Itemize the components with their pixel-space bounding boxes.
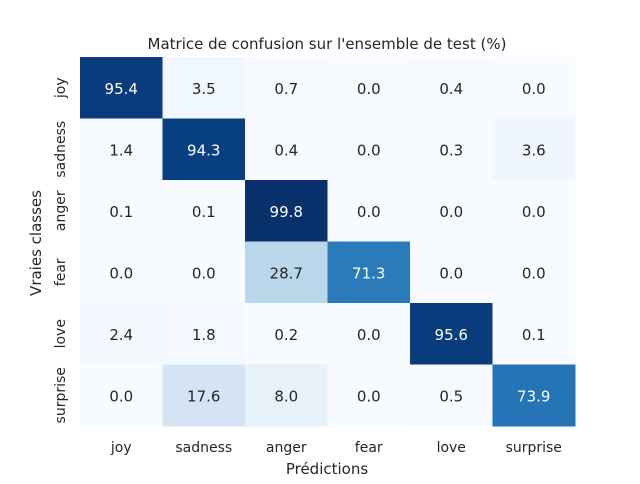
cell-value-label-4-5: 0.1 [522,326,546,344]
y-tick-labels: joy sadness anger fear love surprise [53,77,69,423]
cell-value-label-5-0: 0.0 [109,387,133,405]
heatmap-cell-5-1 [162,364,246,427]
cell-value-label-4-3: 0.0 [357,326,381,344]
heatmap-cell-2-1 [162,180,246,242]
heatmap-cell-2-5 [492,180,576,242]
cell-value-label-4-1: 1.8 [192,326,216,344]
x-tick-label-surprise: surprise [506,440,562,456]
cell-value-label-2-3: 0.0 [357,203,381,221]
heatmap-cell-5-3 [327,364,411,427]
cell-value-label-1-3: 0.0 [357,141,381,159]
heatmap-cell-1-1 [162,118,246,181]
x-tick-labels: joy sadness anger fear love surprise [110,440,562,456]
heatmap-cell-4-1 [162,303,246,365]
cell-value-label-5-2: 8.0 [274,387,298,405]
x-tick-label-joy: joy [110,440,132,456]
y-tick-label-joy: joy [53,77,69,99]
heatmap-cell-2-4 [410,180,493,242]
cell-value-label-0-1: 3.5 [192,80,216,98]
y-axis-label: Vraies classes [27,190,45,296]
cell-value-label-2-4: 0.0 [439,203,463,221]
heatmap-cell-3-5 [492,241,576,304]
heatmap-cell-3-1 [162,241,246,304]
heatmap-cell-0-4 [410,57,493,119]
cell-value-label-5-1: 17.6 [187,387,220,405]
heatmap-cell-3-4 [410,241,493,304]
y-tick-label-love: love [53,319,69,348]
heatmap-cell-4-2 [245,303,328,365]
cell-value-label-4-2: 0.2 [274,326,298,344]
cell-value-label-3-0: 0.0 [109,264,133,282]
cell-value-label-5-3: 0.0 [357,387,381,405]
cell-value-label-0-2: 0.7 [274,80,298,98]
heatmap-cell-5-4 [410,364,493,427]
heatmap-cell-0-2 [245,57,328,119]
cell-value-label-2-2: 99.8 [270,203,303,221]
cell-value-label-3-5: 0.0 [522,264,546,282]
cell-value-label-3-2: 28.7 [270,264,303,282]
cell-value-label-1-1: 94.3 [187,141,220,159]
cell-value-label-5-5: 73.9 [517,387,550,405]
x-tick-label-fear: fear [355,440,383,456]
cell-value-label-0-3: 0.0 [357,80,381,98]
heatmap-cell-1-2 [245,118,328,181]
heatmap-cell-0-3 [327,57,411,119]
x-tick-label-anger: anger [266,440,307,456]
heatmap-cell-2-3 [327,180,411,242]
heatmap-cell-0-1 [162,57,246,119]
cell-value-label-5-4: 0.5 [439,387,463,405]
cell-value-label-2-1: 0.1 [192,203,216,221]
y-tick-label-sadness: sadness [53,121,69,178]
heatmap-cell-4-4 [410,303,493,365]
heatmap-cell-1-0 [80,118,163,181]
y-tick-label-anger: anger [53,190,69,231]
cell-value-label-0-5: 0.0 [522,80,546,98]
heatmap-cell-0-5 [492,57,576,119]
cell-value-label-4-0: 2.4 [109,326,133,344]
heatmap-cell-1-3 [327,118,411,181]
x-tick-label-love: love [437,440,466,456]
y-tick-label-fear: fear [53,258,69,286]
cell-value-label-3-3: 71.3 [352,264,385,282]
heatmap-cell-4-5 [492,303,576,365]
cell-value-label-3-1: 0.0 [192,264,216,282]
heatmap-cell-5-5 [492,364,576,427]
heatmap-cell-4-0 [80,303,163,365]
chart-title: Matrice de confusion sur l'ensemble de t… [148,35,507,53]
heatmap-cells: 95.4 3.5 0.7 0.0 0.4 0.0 1.4 94.3 0.4 0.0 0.3 3.6 0.… [80,57,576,427]
heatmap-cell-5-0 [80,364,163,427]
heatmap-cell-4-3 [327,303,411,365]
cell-value-label-1-2: 0.4 [274,141,298,159]
x-axis-label: Prédictions [286,460,369,478]
heatmap-cell-0-0 [80,57,163,119]
cell-value-label-0-4: 0.4 [439,80,463,98]
cell-value-label-2-5: 0.0 [522,203,546,221]
y-tick-label-surprise: surprise [53,367,69,423]
heatmap-cell-3-0 [80,241,163,304]
cell-value-label-2-0: 0.1 [109,203,133,221]
heatmap-cell-3-3 [327,241,411,304]
x-tick-label-sadness: sadness [175,440,232,456]
cell-value-label-1-4: 0.3 [439,141,463,159]
heatmap-cell-2-0 [80,180,163,242]
cell-value-label-1-0: 1.4 [109,141,133,159]
heatmap-cell-2-2 [245,180,328,242]
cell-value-label-0-0: 95.4 [105,80,138,98]
cell-value-label-1-5: 3.6 [522,141,546,159]
cell-value-label-3-4: 0.0 [439,264,463,282]
heatmap-cell-1-4 [410,118,493,181]
heatmap-cell-5-2 [245,364,328,427]
heatmap-cell-1-5 [492,118,576,181]
heatmap-cell-3-2 [245,241,328,304]
cell-value-label-4-4: 95.6 [435,326,468,344]
